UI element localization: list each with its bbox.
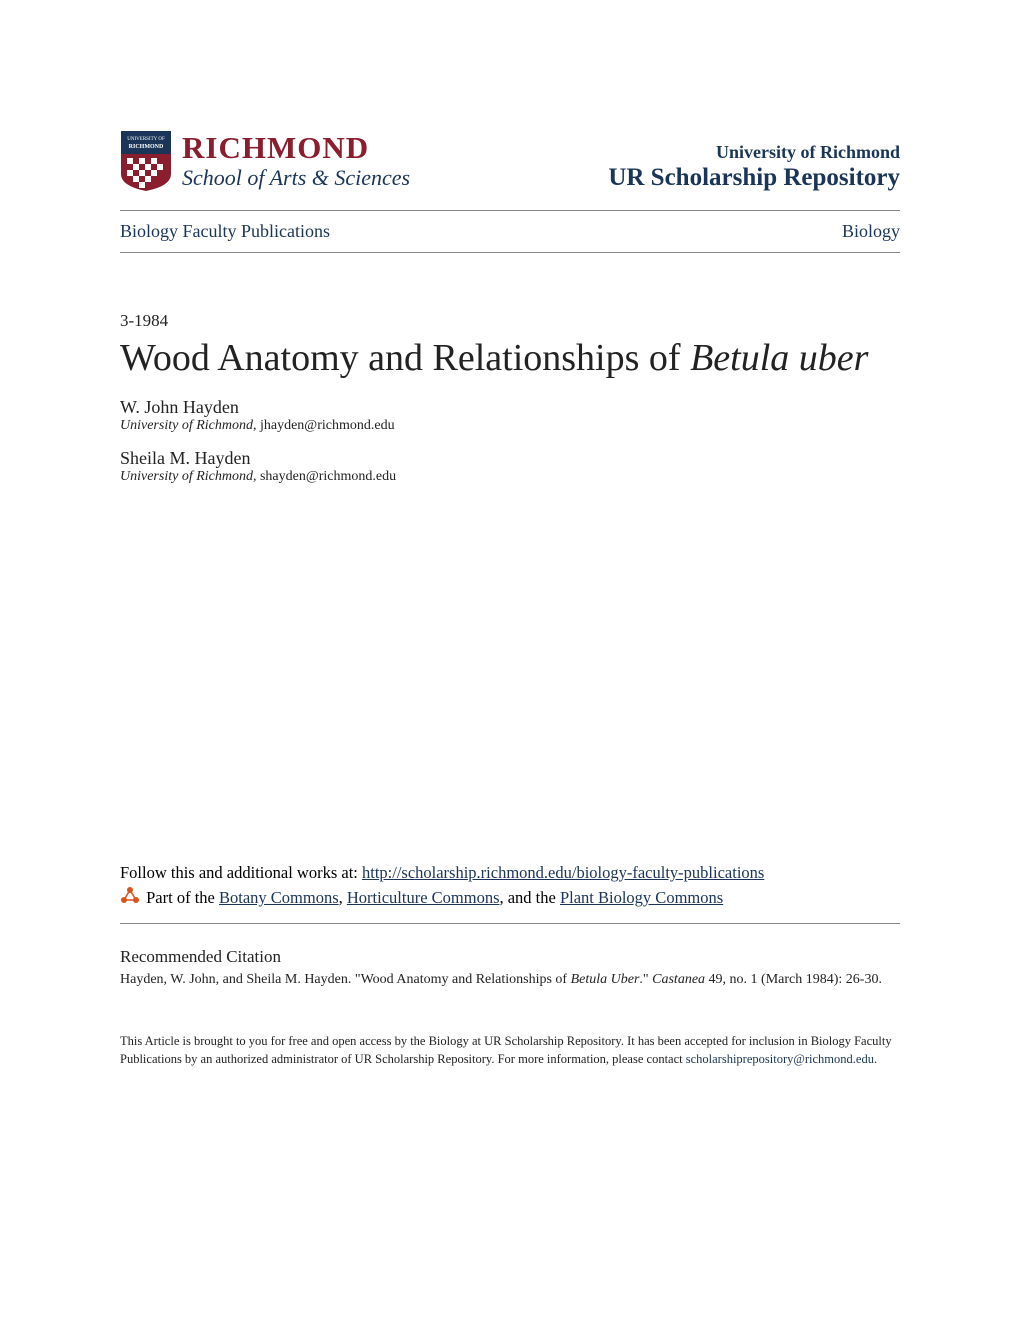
follow-prefix: Follow this and additional works at: [120, 863, 362, 882]
contact-email-link[interactable]: scholarshiprepository@richmond.edu [686, 1052, 874, 1066]
author-block: W. John Hayden University of Richmond, j… [120, 397, 900, 434]
citation-journal: Castanea [652, 972, 705, 987]
school-name: School of Arts & Sciences [182, 165, 410, 191]
author-affiliation: University of Richmond, shayden@richmond… [120, 469, 900, 485]
citation-mid: ." [639, 972, 652, 987]
brand-name: RICHMOND [182, 132, 410, 163]
author-affiliation: University of Richmond, jhayden@richmond… [120, 418, 900, 434]
university-name[interactable]: University of Richmond [608, 142, 900, 163]
divider [120, 252, 900, 253]
footer-period: . [874, 1052, 877, 1066]
separator: , and the [499, 888, 559, 907]
separator: , [339, 888, 347, 907]
network-icon [120, 886, 140, 906]
author-block: Sheila M. Hayden University of Richmond,… [120, 448, 900, 485]
svg-text:RICHMOND: RICHMOND [129, 144, 164, 150]
footer-text: This Article is brought to you for free … [120, 1032, 900, 1068]
institution-logo: UNIVERSITY OF RICHMOND RICHMOND School o… [120, 130, 410, 192]
breadcrumb: Biology Faculty Publications Biology [120, 211, 900, 252]
repository-name[interactable]: UR Scholarship Repository [608, 164, 900, 192]
part-prefix: Part of the [142, 888, 219, 907]
article-title: Wood Anatomy and Relationships of Betula… [120, 337, 900, 381]
header-right: University of Richmond UR Scholarship Re… [608, 142, 900, 192]
author-email: , jhayden@richmond.edu [253, 418, 395, 433]
follow-block: Follow this and additional works at: htt… [120, 860, 900, 911]
author-name: Sheila M. Hayden [120, 448, 900, 469]
citation-heading: Recommended Citation [120, 947, 900, 967]
citation-species: Betula Uber [571, 972, 640, 987]
header: UNIVERSITY OF RICHMOND RICHMOND School o… [120, 130, 900, 192]
breadcrumb-department-link[interactable]: Biology [842, 221, 900, 242]
citation-block: Recommended Citation Hayden, W. John, an… [120, 937, 900, 990]
logo-text-block: RICHMOND School of Arts & Sciences [182, 132, 410, 191]
author-email: , shayden@richmond.edu [253, 469, 396, 484]
title-text: Wood Anatomy and Relationships of [120, 337, 690, 379]
svg-text:UNIVERSITY OF: UNIVERSITY OF [127, 137, 165, 142]
citation-post: 49, no. 1 (March 1984): 26-30. [705, 972, 882, 987]
citation-pre: Hayden, W. John, and Sheila M. Hayden. "… [120, 972, 571, 987]
follow-url-link[interactable]: http://scholarship.richmond.edu/biology-… [362, 863, 764, 882]
author-institution: University of Richmond [120, 469, 253, 484]
part-of-line: Part of the Botany Commons, Horticulture… [120, 885, 900, 911]
follow-line: Follow this and additional works at: htt… [120, 860, 900, 886]
breadcrumb-collection-link[interactable]: Biology Faculty Publications [120, 221, 330, 242]
title-species: Betula uber [690, 337, 868, 379]
citation-text: Hayden, W. John, and Sheila M. Hayden. "… [120, 970, 900, 990]
author-institution: University of Richmond [120, 418, 253, 433]
author-name: W. John Hayden [120, 397, 900, 418]
divider [120, 923, 900, 924]
shield-icon: UNIVERSITY OF RICHMOND [120, 130, 172, 192]
article-date: 3-1984 [120, 311, 900, 331]
commons-link[interactable]: Horticulture Commons [347, 888, 500, 907]
commons-link[interactable]: Plant Biology Commons [560, 888, 723, 907]
commons-link[interactable]: Botany Commons [219, 888, 339, 907]
